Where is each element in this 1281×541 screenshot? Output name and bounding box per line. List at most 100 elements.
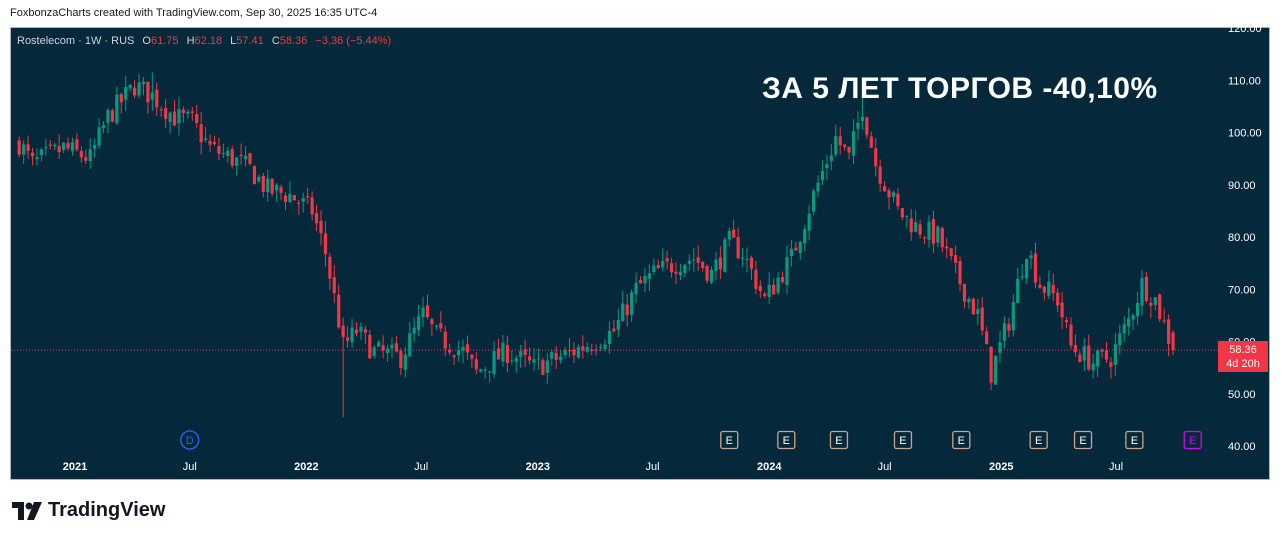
candle-body bbox=[687, 260, 691, 264]
tradingview-logo-icon bbox=[12, 501, 42, 520]
tradingview-logo[interactable]: TradingView bbox=[12, 499, 165, 522]
candle-body bbox=[567, 349, 572, 351]
candle-body bbox=[594, 349, 598, 351]
candle-body bbox=[612, 328, 616, 332]
candle-body bbox=[310, 197, 314, 215]
candle-body bbox=[856, 122, 860, 129]
earnings-marker-label: E bbox=[899, 435, 906, 447]
candle-body bbox=[896, 193, 900, 207]
symbol-legend: Rostelecom · 1W · RUS O61.75 H62.18 L57.… bbox=[17, 35, 391, 47]
candle-body bbox=[354, 329, 359, 334]
candle-body bbox=[17, 140, 21, 155]
last-price-badge: 58.36 4d 20h bbox=[1218, 341, 1268, 372]
candle-body bbox=[945, 246, 949, 249]
candle-body bbox=[723, 239, 727, 272]
candle-body bbox=[1100, 349, 1104, 352]
earnings-marker-label: E bbox=[835, 435, 842, 447]
candle-body bbox=[26, 144, 30, 151]
candle-body bbox=[346, 337, 350, 341]
candle-body bbox=[891, 192, 896, 197]
candle-body bbox=[678, 271, 683, 275]
candle-body bbox=[949, 248, 953, 257]
candle-body bbox=[550, 352, 554, 359]
candle-body bbox=[75, 139, 79, 150]
candle-body bbox=[385, 348, 390, 354]
headline-annotation: ЗА 5 ЛЕТ ТОРГОВ -40,10% bbox=[762, 72, 1158, 105]
chart-pane[interactable] bbox=[10, 27, 1270, 480]
candle-body bbox=[936, 226, 940, 243]
candle-body bbox=[692, 259, 696, 261]
candle-body bbox=[527, 356, 532, 361]
low-value: 57.41 bbox=[236, 35, 264, 47]
candle-body bbox=[266, 178, 270, 193]
candle-body bbox=[931, 219, 936, 244]
candle-body bbox=[252, 166, 257, 185]
candle-body bbox=[248, 153, 252, 164]
candle-body bbox=[483, 369, 487, 371]
candle-body bbox=[44, 147, 48, 149]
x-axis-tick-label: Jul bbox=[183, 461, 197, 473]
candle-body bbox=[816, 182, 820, 192]
candle-body bbox=[1162, 320, 1166, 322]
candle-body bbox=[306, 196, 310, 198]
candle-body bbox=[523, 349, 527, 355]
candle-body bbox=[785, 257, 789, 286]
candle-body bbox=[1042, 286, 1046, 293]
candle-body bbox=[1051, 284, 1055, 294]
candle-body bbox=[825, 164, 829, 169]
candle-body bbox=[922, 237, 927, 239]
candle-body bbox=[536, 358, 541, 360]
candle-body bbox=[257, 177, 261, 182]
x-axis-tick-label: 2025 bbox=[989, 461, 1013, 473]
candle-body bbox=[918, 224, 922, 235]
candle-body bbox=[226, 150, 230, 156]
candle-body bbox=[985, 331, 989, 345]
candle-body bbox=[235, 157, 239, 167]
candle-body bbox=[372, 347, 376, 356]
dividend-marker bbox=[180, 430, 200, 450]
candle-body bbox=[146, 81, 150, 103]
y-axis-tick-label: 110.00 bbox=[1228, 75, 1261, 87]
symbol-name[interactable]: Rostelecom · 1W · RUS bbox=[17, 35, 135, 47]
candle-body bbox=[1171, 332, 1175, 351]
y-axis-tick-label: 120.00 bbox=[1228, 23, 1262, 35]
candle-body bbox=[425, 305, 430, 318]
candle-body bbox=[328, 256, 332, 279]
candle-body bbox=[887, 190, 891, 198]
candle-body bbox=[505, 345, 509, 363]
candle-body bbox=[137, 82, 141, 96]
candle-body bbox=[101, 125, 106, 129]
candle-body bbox=[53, 144, 57, 147]
candle-body bbox=[61, 142, 66, 150]
candle-body bbox=[811, 190, 816, 212]
candle-body bbox=[377, 342, 381, 347]
candle-body bbox=[905, 215, 909, 217]
candle-body bbox=[1047, 281, 1051, 296]
earnings-marker-label: E bbox=[783, 435, 790, 447]
x-axis-tick-label: 2023 bbox=[526, 461, 550, 473]
earnings-marker bbox=[1125, 430, 1144, 450]
close-value: 58.36 bbox=[279, 35, 308, 47]
candle-body bbox=[954, 255, 958, 263]
candle-body bbox=[749, 257, 754, 269]
candle-body bbox=[572, 349, 576, 356]
candle-body bbox=[740, 257, 745, 259]
candle-body bbox=[217, 145, 221, 154]
earnings-marker bbox=[829, 430, 849, 450]
open-label: O bbox=[142, 35, 151, 47]
candle-body bbox=[337, 294, 341, 328]
candle-body bbox=[368, 334, 372, 359]
candle-body bbox=[962, 283, 967, 302]
candle-body bbox=[563, 350, 567, 356]
candle-body bbox=[1038, 284, 1042, 288]
candle-body bbox=[124, 86, 128, 100]
candle-body bbox=[448, 349, 452, 353]
candle-body bbox=[709, 269, 714, 283]
candle-body bbox=[701, 261, 705, 268]
candle-body bbox=[221, 152, 225, 154]
candle-body bbox=[643, 275, 647, 284]
candle-body bbox=[79, 150, 83, 158]
candle-body bbox=[638, 279, 643, 284]
candle-body bbox=[758, 285, 762, 292]
x-axis-tick-label: 2024 bbox=[757, 461, 782, 473]
